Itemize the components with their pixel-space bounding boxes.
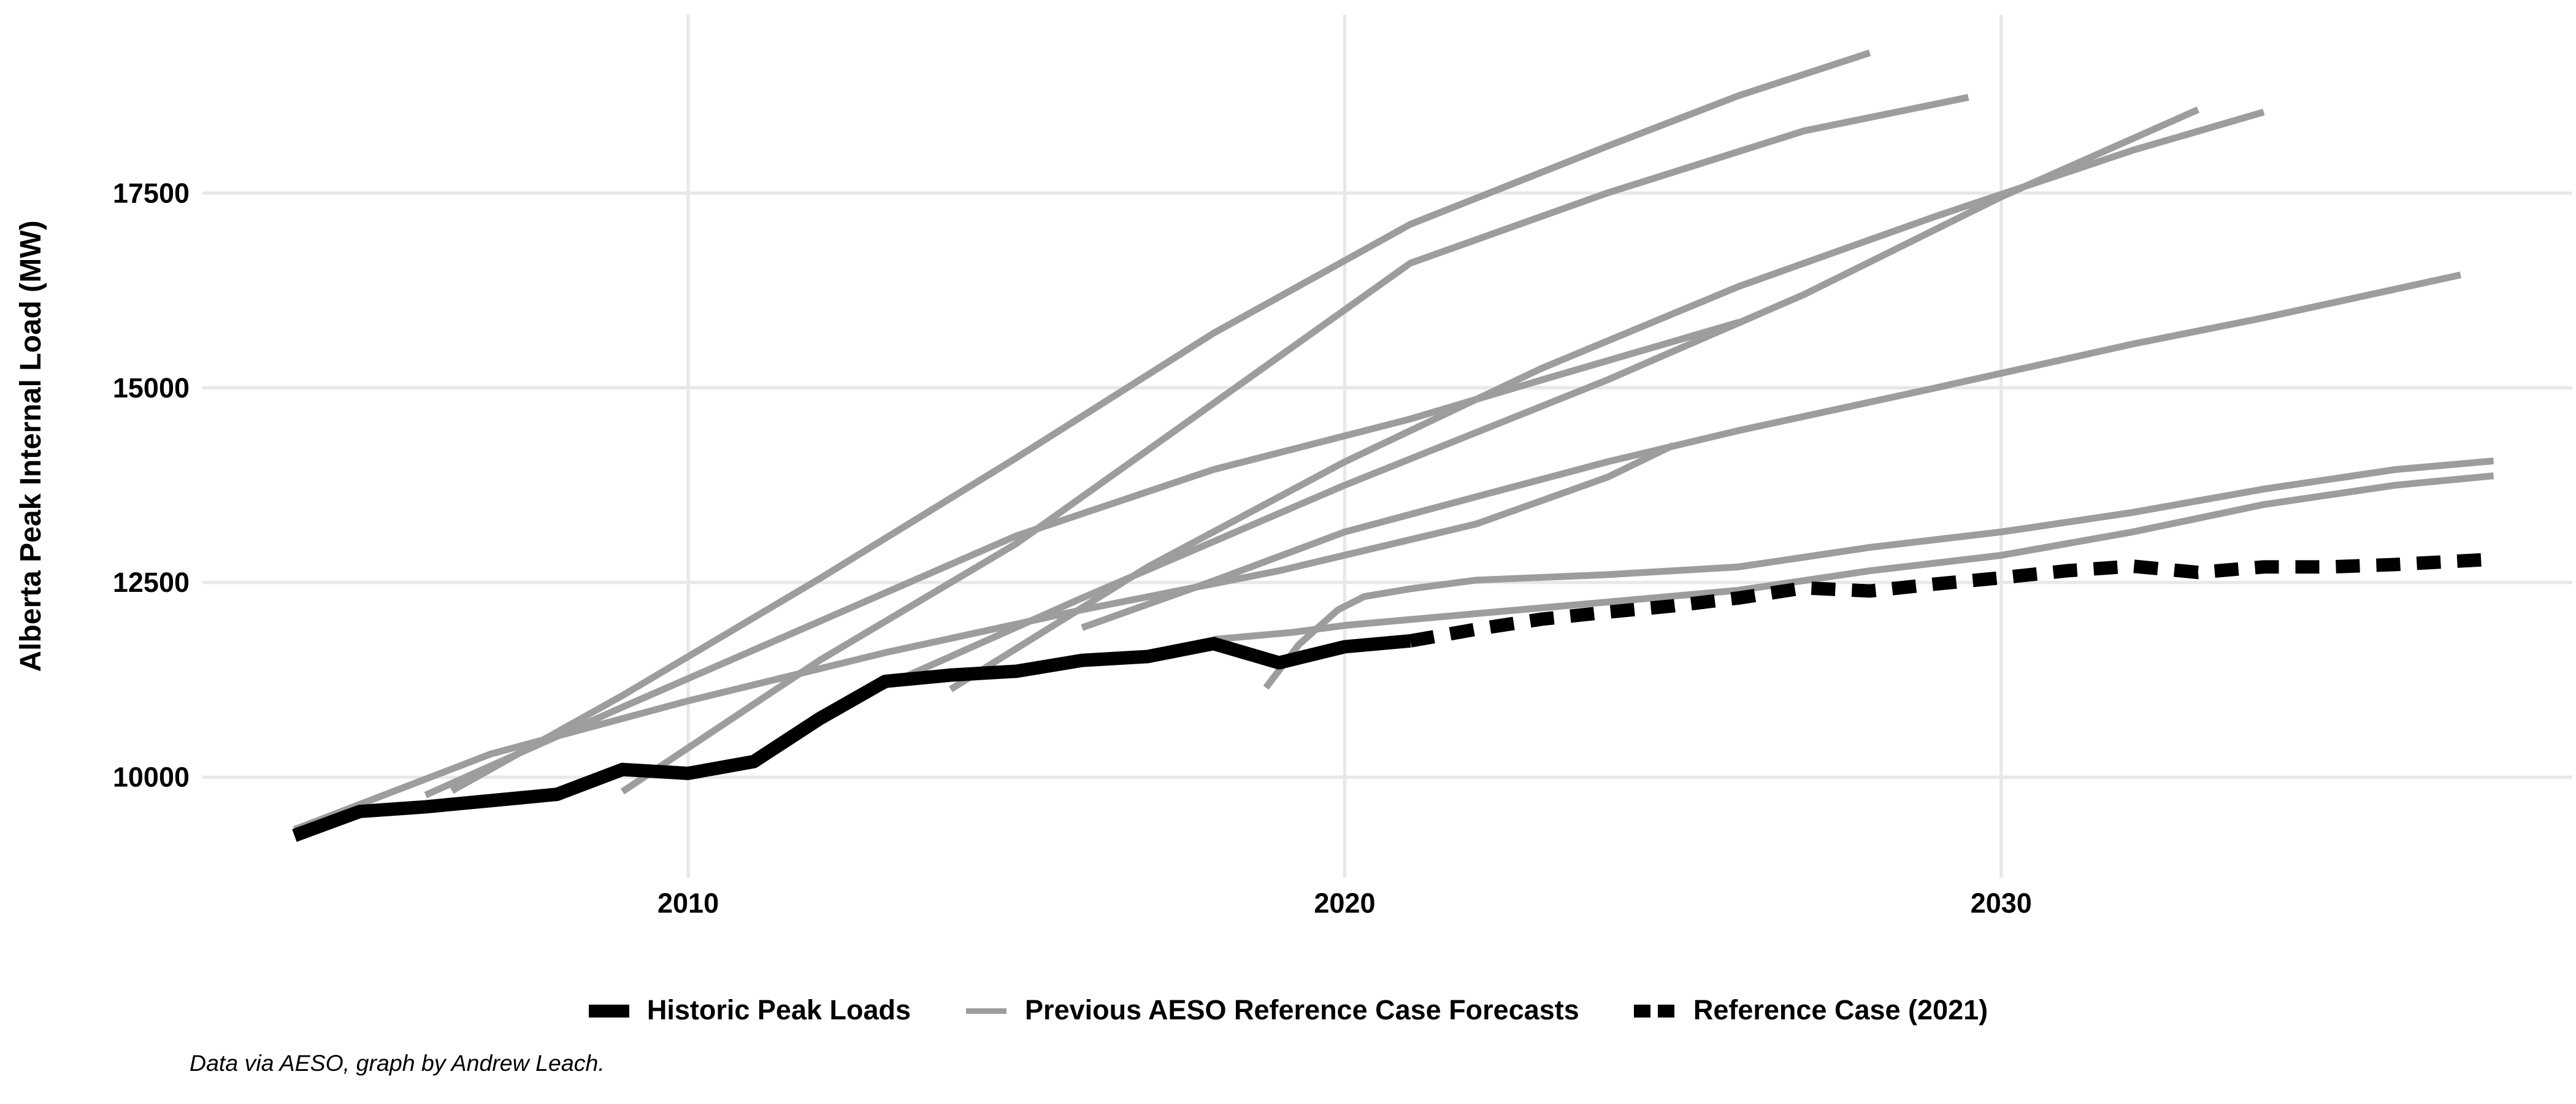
y-axis-tick-label-12500: 12500 (113, 567, 190, 598)
series-historic-line (292, 634, 1411, 842)
legend-item-previous-forecasts: Previous AESO Reference Case Forecasts (966, 995, 1579, 1027)
gray-line-key-icon (966, 1008, 1007, 1014)
series-forecast-2016-line (1081, 271, 2462, 631)
x-axis-tick-label-2030: 2030 (1971, 887, 2032, 919)
y-axis-tick-label-10000: 10000 (113, 762, 190, 793)
legend-item-historic: Historic Peak Loads (588, 995, 911, 1027)
y-axis-tick-label-17500: 17500 (113, 177, 190, 209)
legend-label-previous-forecasts: Previous AESO Reference Case Forecasts (1025, 995, 1579, 1027)
series-forecast-2009-line (620, 94, 1969, 795)
plot-area: 10000 12500 15000 17500 2010 2020 2030 Alberta … (15, 15, 2572, 919)
series-forecast-2007-line (450, 49, 1871, 794)
series-forecast-2017-line (1213, 472, 2494, 643)
dashed-line-key-icon (1634, 1005, 1675, 1018)
series-forecast-2006-line (424, 319, 1740, 799)
series-forecast-2019-line (1263, 457, 2494, 690)
x-axis-tick-label-2010: 2010 (657, 887, 719, 919)
legend: Historic Peak Loads Previous AESO Refere… (0, 995, 2576, 1027)
y-axis-title: Alberta Peak Internal Load (MW) (15, 220, 47, 672)
chart-caption: Data via AESO, graph by Andrew Leach. (190, 1051, 605, 1076)
series-reference-2021-line (1409, 552, 2494, 648)
historic-line-key-icon (588, 1005, 629, 1018)
legend-label-reference-2021: Reference Case (2021) (1693, 995, 1988, 1027)
legend-label-historic: Historic Peak Loads (646, 995, 911, 1027)
legend-item-reference-2021: Reference Case (2021) (1634, 995, 1988, 1027)
y-axis-tick-label-15000: 15000 (113, 372, 190, 404)
x-axis-tick-label-2020: 2020 (1314, 887, 1375, 919)
series-forecast-2014-line (949, 109, 2265, 692)
